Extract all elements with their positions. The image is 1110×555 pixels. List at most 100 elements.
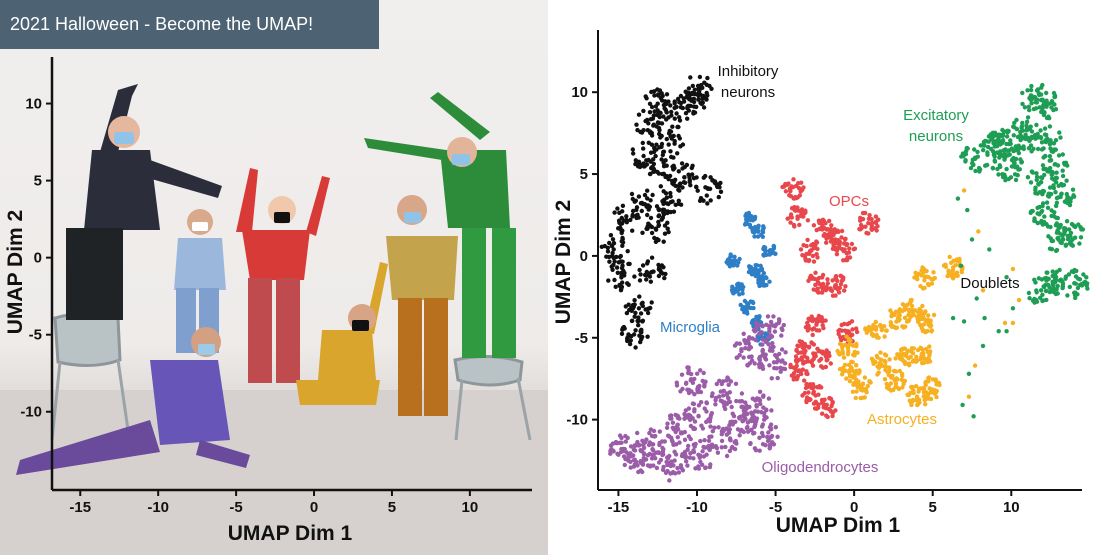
data-point — [910, 351, 916, 356]
data-point — [1000, 132, 1006, 137]
data-point — [710, 391, 715, 396]
data-point — [810, 382, 816, 387]
data-point — [1040, 163, 1046, 168]
data-point — [978, 143, 983, 148]
data-point — [706, 438, 712, 443]
data-point — [866, 221, 871, 226]
data-point — [1036, 276, 1042, 281]
data-point — [947, 254, 952, 260]
data-point — [743, 346, 748, 351]
data-point — [832, 284, 838, 289]
data-point — [840, 372, 845, 377]
data-point — [781, 322, 786, 328]
data-point — [833, 293, 838, 298]
data-point — [702, 438, 707, 443]
data-point — [606, 254, 612, 260]
data-point — [661, 149, 666, 155]
data-point — [1009, 164, 1015, 169]
data-point — [825, 357, 830, 362]
data-point — [876, 217, 881, 222]
data-point — [757, 398, 762, 403]
data-point — [666, 433, 671, 438]
data-point — [1030, 96, 1035, 101]
data-point — [875, 355, 880, 360]
data-point — [1049, 247, 1055, 252]
data-point — [701, 105, 707, 110]
data-point — [691, 426, 696, 431]
data-point — [655, 108, 660, 113]
data-point — [813, 270, 818, 275]
data-point — [847, 246, 852, 251]
data-point — [721, 393, 726, 398]
data-point — [1067, 227, 1072, 232]
data-point — [1011, 133, 1016, 138]
data-point — [708, 198, 713, 203]
data-point — [755, 234, 761, 239]
data-point — [863, 326, 868, 331]
data-point — [1021, 146, 1026, 152]
data-point — [714, 183, 720, 188]
data-point — [651, 463, 656, 468]
data-point — [1049, 213, 1054, 219]
data-point — [936, 380, 942, 386]
data-point — [960, 402, 965, 408]
data-point — [839, 235, 844, 240]
data-point — [1063, 243, 1068, 248]
data-point — [1013, 177, 1019, 183]
data-point — [767, 326, 772, 331]
data-point — [632, 462, 637, 467]
data-point — [607, 259, 612, 264]
data-point — [659, 133, 664, 139]
data-point — [1078, 235, 1084, 240]
data-point — [819, 385, 824, 390]
data-point — [780, 366, 785, 371]
data-point — [806, 316, 811, 321]
data-point — [636, 306, 642, 311]
data-point — [767, 363, 772, 368]
data-point — [676, 198, 681, 203]
data-point — [730, 284, 735, 289]
data-point — [646, 207, 651, 212]
data-point — [810, 386, 816, 391]
data-point — [860, 395, 865, 400]
data-point — [811, 342, 817, 347]
data-point — [826, 406, 832, 412]
data-point — [729, 259, 734, 265]
umap-scatter-plot: -15 -10 -5 0 5 10 10 5 0 -5 -10 Inhibitory neurons E… — [552, 30, 1090, 537]
data-point — [805, 237, 810, 243]
data-point — [830, 278, 835, 283]
data-point — [892, 377, 897, 382]
data-point — [796, 343, 801, 349]
data-point — [777, 351, 782, 357]
data-point — [607, 240, 612, 246]
data-point — [737, 399, 742, 404]
data-point — [1040, 108, 1045, 113]
data-point — [1053, 107, 1059, 112]
data-point — [620, 243, 625, 248]
data-point — [733, 381, 739, 386]
data-point — [1002, 320, 1008, 326]
data-point — [619, 331, 625, 336]
data-point — [779, 359, 784, 364]
data-point — [635, 318, 640, 324]
data-point — [1026, 104, 1031, 110]
cluster-label: neurons — [721, 84, 775, 101]
data-point — [899, 377, 905, 383]
data-point — [1033, 191, 1038, 196]
data-point — [810, 332, 815, 338]
data-point — [638, 311, 644, 316]
data-point — [1014, 126, 1020, 132]
data-point — [754, 416, 760, 421]
right-chair — [453, 354, 532, 441]
data-point — [1051, 185, 1057, 191]
data-point — [914, 394, 920, 399]
data-point — [971, 414, 976, 419]
data-point — [629, 454, 634, 459]
data-point — [708, 175, 713, 180]
data-point — [1020, 101, 1025, 107]
data-point — [661, 189, 666, 194]
data-point — [920, 303, 925, 309]
data-point — [680, 185, 685, 190]
data-point — [608, 451, 613, 456]
data-point — [692, 376, 697, 382]
